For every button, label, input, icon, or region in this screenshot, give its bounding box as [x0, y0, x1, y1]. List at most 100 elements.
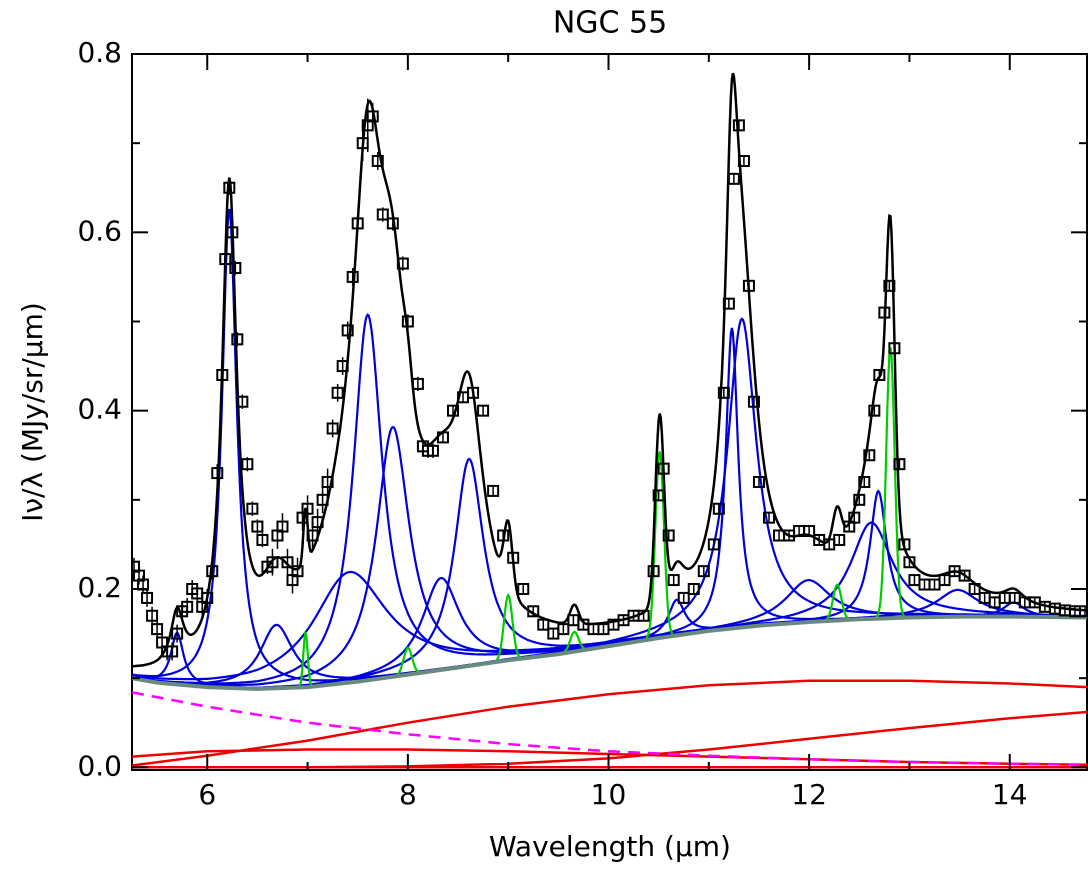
data-point — [146, 609, 159, 622]
pah-feature — [132, 521, 1087, 690]
data-point — [376, 208, 389, 221]
data-point — [898, 538, 911, 551]
data-point — [833, 533, 846, 546]
data-point — [888, 342, 901, 355]
data-point — [206, 565, 219, 578]
data-point — [371, 154, 384, 167]
data-point — [166, 645, 179, 658]
data-point — [727, 172, 740, 185]
data-point — [426, 444, 439, 457]
data-point — [411, 377, 424, 390]
data-point — [219, 253, 232, 266]
data-point — [657, 462, 670, 475]
data-point — [848, 511, 861, 524]
data-point — [883, 279, 896, 292]
emission-line — [132, 346, 1087, 691]
data-point — [386, 217, 399, 230]
total-continuum — [132, 614, 1088, 691]
data-point — [266, 556, 279, 569]
x-tick-label: 8 — [399, 778, 417, 811]
data-point — [351, 217, 364, 230]
data-point — [477, 404, 490, 417]
data-point — [201, 591, 214, 604]
data-point — [181, 600, 194, 613]
data-point — [662, 529, 675, 542]
data-point — [878, 306, 891, 319]
y-tick-label: 0.6 — [77, 214, 122, 247]
data-point — [497, 529, 510, 542]
data-point — [171, 627, 184, 640]
data-point — [396, 257, 409, 270]
data-point — [251, 520, 264, 533]
data-point — [893, 458, 906, 471]
y-axis-label: Iν/λ (MJy/sr/μm) — [16, 302, 49, 522]
data-point — [331, 386, 344, 399]
data-point — [968, 582, 981, 595]
data-point — [903, 556, 916, 569]
pah-feature — [132, 588, 1088, 690]
data-point — [863, 449, 876, 462]
x-tick-label: 10 — [591, 778, 627, 811]
data-point — [958, 569, 971, 582]
data-point — [276, 520, 289, 533]
data-point — [873, 368, 886, 381]
data-point — [527, 605, 540, 618]
data-point — [229, 261, 242, 274]
data-point — [722, 297, 735, 310]
extinction-curve — [132, 691, 1088, 766]
data-point — [346, 270, 359, 283]
data-point — [803, 525, 816, 538]
data-point — [652, 489, 665, 502]
data-point — [316, 493, 329, 506]
data-point — [366, 110, 379, 123]
pah-feature — [132, 489, 1087, 690]
continuum-component — [132, 679, 1088, 767]
data-point — [281, 556, 294, 569]
data-point — [487, 484, 500, 497]
x-tick-label: 6 — [198, 778, 216, 811]
data-point — [301, 502, 314, 515]
data-point — [507, 551, 520, 564]
pah-feature — [132, 208, 1087, 682]
data-point — [707, 538, 720, 551]
data-point — [687, 582, 700, 595]
data-point — [1078, 605, 1088, 618]
data-point — [717, 386, 730, 399]
pah-feature — [132, 317, 1087, 690]
data-point — [938, 574, 951, 587]
data-point — [141, 591, 154, 604]
data-point — [246, 502, 259, 515]
model-fit — [132, 72, 1088, 668]
data-point — [752, 475, 765, 488]
data-point — [223, 181, 236, 194]
data-point — [241, 458, 254, 471]
data-point — [747, 395, 760, 408]
data-point — [537, 618, 550, 631]
y-tick-label: 0.0 — [77, 749, 122, 782]
data-point — [436, 431, 449, 444]
chart-title: NGC 55 — [553, 6, 667, 41]
data-point — [291, 565, 304, 578]
pah-feature — [132, 327, 1088, 690]
data-point — [737, 154, 750, 167]
y-tick-label: 0.2 — [77, 571, 122, 604]
data-point — [732, 119, 745, 132]
data-point — [557, 623, 570, 636]
y-tick-label: 0.4 — [77, 393, 122, 426]
data-point — [697, 565, 710, 578]
emission-line — [132, 451, 1087, 691]
data-point — [868, 404, 881, 417]
data-point — [677, 591, 690, 604]
data-point — [321, 475, 334, 488]
data-point — [151, 623, 164, 636]
data-point — [637, 609, 650, 622]
data-point — [712, 502, 725, 515]
plot-frame — [131, 53, 1088, 771]
data-point — [742, 279, 755, 292]
data-point — [763, 511, 776, 524]
data-point — [211, 467, 224, 480]
plot-area — [132, 72, 1088, 769]
data-point — [401, 315, 414, 328]
data-point — [236, 395, 249, 408]
